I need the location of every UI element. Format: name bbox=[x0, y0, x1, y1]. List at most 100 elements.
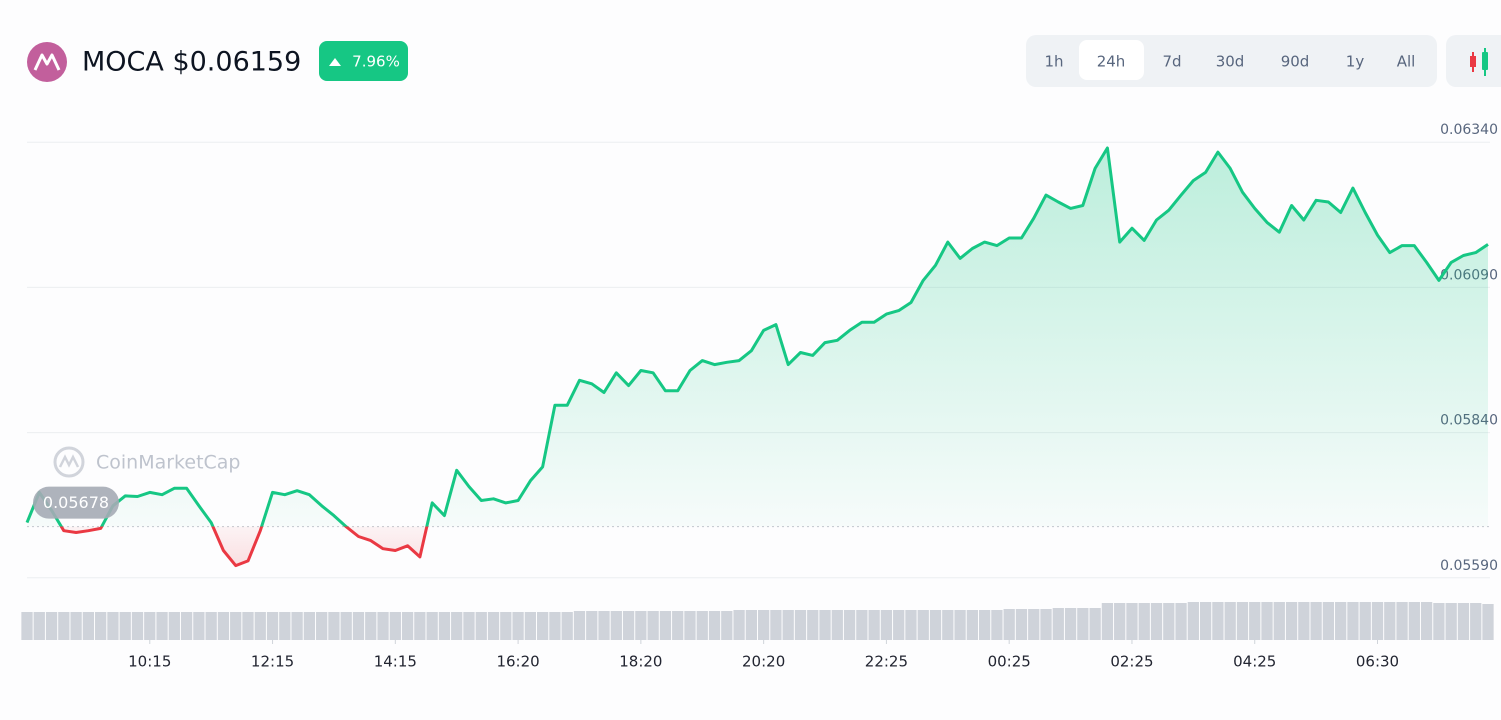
timeframe-button[interactable]: 30d bbox=[1216, 53, 1245, 71]
volume-bar bbox=[537, 612, 549, 640]
baseline-label-bg bbox=[33, 486, 119, 519]
volume-bar bbox=[1040, 609, 1052, 640]
volume-bar bbox=[733, 610, 745, 640]
volume-bar bbox=[1285, 602, 1298, 640]
timeframe-button[interactable]: 90d bbox=[1281, 53, 1310, 71]
candle-icon bbox=[1470, 48, 1488, 76]
timeframe-button[interactable]: 1h bbox=[1044, 53, 1063, 71]
volume-bar bbox=[230, 612, 242, 640]
volume-bar bbox=[1384, 602, 1396, 640]
volume-bar bbox=[1322, 602, 1335, 640]
volume-bar bbox=[377, 612, 389, 640]
watermark-text: CoinMarketCap bbox=[96, 452, 241, 474]
volume-bar bbox=[1187, 602, 1199, 640]
volume-bar bbox=[303, 612, 316, 640]
volume-bar bbox=[696, 611, 708, 640]
coin-title: MOCA $0.06159 bbox=[82, 47, 301, 78]
volume-bar bbox=[1015, 609, 1028, 640]
volume-bar bbox=[1273, 602, 1285, 640]
volume-bar bbox=[561, 612, 573, 640]
volume-bar bbox=[352, 612, 365, 640]
x-tick-label: 22:25 bbox=[865, 653, 908, 671]
volume-bar bbox=[1433, 603, 1445, 640]
x-tick-label: 06:30 bbox=[1356, 653, 1399, 671]
volume-bar bbox=[389, 612, 401, 640]
volume-bar bbox=[70, 612, 82, 640]
y-tick-label: 0.05590 bbox=[1440, 558, 1498, 574]
volume-bar bbox=[1420, 602, 1433, 640]
volume-bar bbox=[598, 611, 610, 640]
timeframe-button[interactable]: 24h bbox=[1097, 53, 1126, 71]
timeframe-button[interactable]: 7d bbox=[1162, 53, 1181, 71]
volume-bar bbox=[782, 610, 794, 640]
up-arrow bbox=[329, 58, 341, 66]
volume-bar bbox=[1261, 602, 1273, 640]
volume-bar bbox=[991, 610, 1003, 640]
x-tick-label: 02:25 bbox=[1110, 653, 1153, 671]
volume-bar bbox=[647, 611, 659, 640]
volume-bar bbox=[1212, 602, 1224, 640]
change-text: 7.96% bbox=[352, 53, 400, 71]
volume-bar bbox=[610, 611, 622, 640]
timeframe-button[interactable]: 1y bbox=[1346, 53, 1365, 71]
volume-bar bbox=[266, 612, 279, 640]
volume-bar bbox=[745, 610, 757, 640]
volume-bar bbox=[463, 612, 475, 640]
volume-bar bbox=[1359, 602, 1371, 640]
area bbox=[27, 148, 1488, 566]
volume-bar bbox=[1199, 602, 1212, 640]
x-tick-label: 10:15 bbox=[128, 653, 171, 671]
volume-bar bbox=[880, 610, 893, 640]
volume-bar bbox=[1052, 608, 1064, 640]
volume-bar bbox=[291, 612, 303, 640]
volume-bar bbox=[475, 612, 487, 640]
volume-bar bbox=[659, 611, 672, 640]
volume-bar bbox=[721, 611, 733, 640]
volume-bar bbox=[156, 612, 168, 640]
volume-bar bbox=[1064, 608, 1077, 640]
baseline-label: 0.05678 bbox=[43, 493, 109, 512]
volume-bar bbox=[451, 612, 463, 640]
volume-bar bbox=[635, 611, 647, 640]
x-tick-label: 04:25 bbox=[1233, 653, 1276, 671]
volume-bar bbox=[1101, 603, 1114, 640]
volume-bar bbox=[942, 610, 954, 640]
volume-bar bbox=[978, 610, 991, 640]
volume-bar bbox=[1408, 602, 1420, 640]
volume-bar bbox=[438, 612, 451, 640]
volume-bar bbox=[794, 610, 807, 640]
x-tick-label: 20:20 bbox=[742, 653, 785, 671]
volume-bar bbox=[168, 612, 180, 640]
coin-logo bbox=[27, 42, 67, 82]
volume-bar bbox=[1396, 602, 1408, 640]
volume-bar bbox=[144, 612, 156, 640]
volume-bar bbox=[340, 612, 352, 640]
volume-bar bbox=[1249, 602, 1261, 640]
volume-bar bbox=[1175, 603, 1187, 640]
volume-bar bbox=[316, 612, 328, 640]
volume-bar bbox=[119, 612, 131, 640]
x-tick-label: 18:20 bbox=[619, 653, 662, 671]
volume-bar bbox=[856, 610, 868, 640]
volume-bar bbox=[758, 610, 770, 640]
volume-bar bbox=[1150, 603, 1163, 640]
volume-bar bbox=[131, 612, 144, 640]
volume-bar bbox=[966, 610, 978, 640]
timeframe-selected[interactable] bbox=[1079, 40, 1144, 80]
volume-bar bbox=[1028, 609, 1040, 640]
volume-bar bbox=[401, 612, 414, 640]
x-tick-label: 14:15 bbox=[374, 653, 417, 671]
volume-bar bbox=[82, 612, 95, 640]
volume-bar bbox=[500, 612, 512, 640]
x-tick-label: 12:15 bbox=[251, 653, 294, 671]
volume-bar bbox=[254, 612, 266, 640]
volume-bar bbox=[954, 610, 966, 640]
volume-bar bbox=[328, 612, 340, 640]
volume-bar bbox=[708, 611, 721, 640]
volume-bar bbox=[512, 612, 524, 640]
volume-bar bbox=[1224, 602, 1236, 640]
timeframe-button[interactable]: All bbox=[1397, 53, 1416, 71]
volume-bar bbox=[45, 612, 58, 640]
volume-bar bbox=[1114, 603, 1126, 640]
